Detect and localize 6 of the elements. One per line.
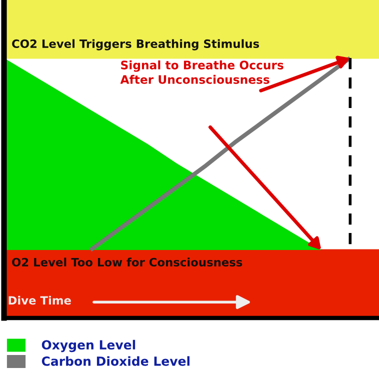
legend-label: Carbon Dioxide Level <box>42 356 190 366</box>
legend-label: Oxygen Level <box>42 340 136 352</box>
x-axis-title: Dive Time <box>8 296 71 305</box>
ref-line-label: O2 Level Too Low for Consciousness <box>12 258 242 266</box>
annotation: Signal to Breathe Occurs After Unconsciousness <box>120 60 284 84</box>
ref-line-label: CO2 Level Triggers Breathing Stimulus <box>12 39 260 50</box>
